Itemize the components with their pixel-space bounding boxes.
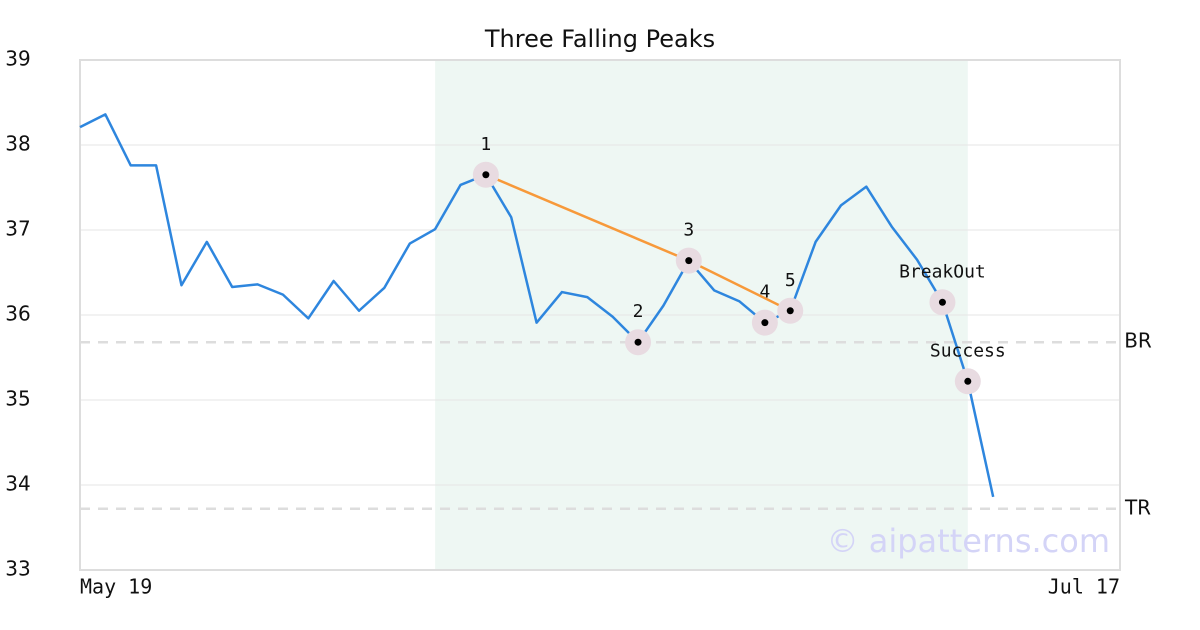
- point-dot: [634, 338, 642, 346]
- chart-title: Three Falling Peaks: [484, 25, 715, 53]
- point-dot: [964, 377, 972, 385]
- watermark: © aipatterns.com: [827, 522, 1110, 560]
- plot-frame: [79, 59, 1121, 571]
- y-tick-label: 34: [5, 472, 30, 496]
- level-label: TR: [1124, 495, 1151, 519]
- y-tick-label: 38: [5, 132, 30, 156]
- y-tick-label: 33: [5, 557, 30, 581]
- point-dot: [786, 307, 794, 315]
- point-label: BreakOut: [899, 261, 986, 282]
- point-dot: [938, 298, 946, 306]
- y-tick-label: 36: [5, 302, 30, 326]
- point-dot: [482, 171, 490, 179]
- point-label: 5: [785, 270, 796, 291]
- point-label: 2: [633, 301, 644, 322]
- point-label: 3: [683, 220, 694, 241]
- point-label: 4: [759, 282, 770, 303]
- y-tick-label: 37: [5, 217, 30, 241]
- level-label: BR: [1124, 329, 1152, 353]
- y-tick-label: 39: [5, 47, 30, 71]
- x-tick-label: Jul 17: [1048, 575, 1120, 599]
- y-tick-label: 35: [5, 387, 30, 411]
- point-label: 1: [480, 134, 491, 155]
- point-dot: [685, 257, 693, 265]
- x-tick-label: May 19: [80, 575, 152, 599]
- point-dot: [761, 319, 769, 327]
- price-line: [79, 113, 995, 498]
- point-label: Success: [930, 340, 1006, 361]
